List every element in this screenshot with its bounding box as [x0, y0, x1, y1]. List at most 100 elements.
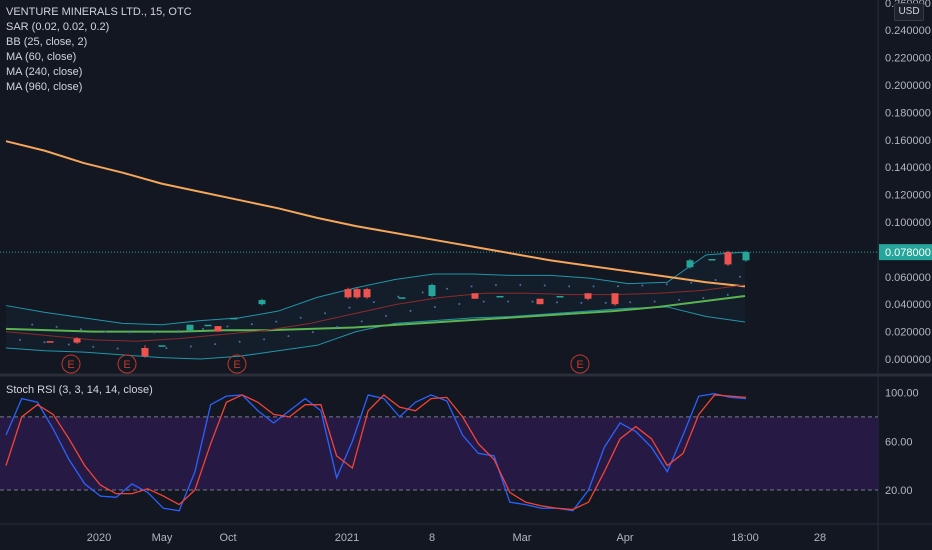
candle-body	[158, 345, 166, 347]
bollinger-band-fill	[6, 252, 745, 359]
rsi-tick-label: 20.00	[885, 485, 913, 497]
candle-body	[73, 338, 81, 343]
sar-dot	[55, 325, 58, 328]
ma-960-line	[5, 140, 746, 288]
sar-dot	[238, 340, 241, 343]
candle-body	[258, 300, 266, 305]
sar-dot	[372, 301, 375, 304]
sar-dot	[311, 331, 314, 334]
sar-dot	[482, 300, 485, 303]
price-tick-label: 0.120000	[885, 190, 931, 202]
sar-dot	[104, 330, 107, 333]
price-tick-label: 0.000000	[885, 354, 931, 366]
candle-body	[724, 252, 732, 265]
sar-dot	[43, 341, 46, 344]
candle-body	[186, 324, 194, 331]
time-tick-label: 28	[814, 532, 826, 544]
candle-body	[344, 289, 352, 298]
sar-dot	[80, 328, 83, 331]
sar-dot	[580, 301, 583, 304]
sar-dot	[263, 338, 266, 341]
sar-dot	[250, 323, 253, 326]
candle-body	[230, 317, 238, 320]
ma-240-line	[5, 294, 746, 333]
sar-dot	[19, 338, 21, 341]
time-tick-label: 2020	[87, 532, 111, 544]
sar-dot	[739, 275, 741, 278]
candle-body	[556, 295, 564, 298]
sar-dot	[214, 343, 217, 346]
sar-dot	[531, 300, 534, 303]
time-tick-label: May	[152, 532, 173, 544]
sar-dot	[287, 335, 290, 338]
sar-dot	[31, 323, 34, 326]
sar-dot	[629, 301, 632, 304]
price-tick-label: 0.140000	[885, 162, 931, 174]
stoch-d-line	[5, 394, 747, 511]
sar-dot	[92, 345, 95, 348]
candle-body	[428, 285, 436, 296]
earnings-marker	[117, 354, 137, 374]
candle-body	[46, 341, 54, 343]
candle-body	[536, 298, 544, 305]
symbol-title[interactable]: VENTURE MINERALS LTD., 15, OTC	[6, 6, 192, 18]
sar-dot	[543, 284, 546, 287]
sar-dot	[165, 347, 168, 350]
sar-dot	[177, 329, 180, 332]
time-tick-label: Mar	[513, 532, 532, 544]
earnings-marker	[61, 354, 81, 374]
sar-dot	[397, 295, 400, 298]
earnings-marker	[227, 354, 247, 374]
candle-body	[686, 260, 694, 268]
indicator-ma-240[interactable]: MA (240, close)	[6, 66, 83, 78]
sar-dot	[385, 314, 388, 317]
rsi-tick-label: 100.00	[885, 388, 919, 400]
last-price-badge	[879, 244, 932, 261]
sar-dot	[299, 316, 302, 319]
rsi-tick-label: 60.00	[885, 436, 913, 448]
sar-dot	[507, 300, 510, 303]
time-tick-label: Apr	[616, 532, 633, 544]
sar-dot	[702, 296, 705, 299]
sar-dot	[433, 305, 436, 308]
ma-60-line	[5, 284, 746, 342]
sar-dot	[690, 281, 693, 284]
sar-dot	[555, 301, 558, 304]
currency-button[interactable]: USD	[894, 3, 924, 21]
sar-dot	[665, 283, 668, 286]
sar-dot	[653, 300, 656, 303]
price-tick-label: 0.100000	[885, 217, 931, 229]
sar-dot	[494, 284, 497, 287]
sar-dot	[226, 325, 229, 328]
sar-dot	[189, 345, 192, 348]
sar-dot	[446, 287, 449, 290]
stoch-rsi-legend[interactable]: Stoch RSI (3, 3, 14, 14, close)	[6, 384, 153, 396]
indicator-ma-60[interactable]: MA (60, close)	[6, 51, 77, 63]
sar-dot	[421, 291, 424, 294]
rsi-band	[0, 416, 878, 490]
time-tick-label: Oct	[219, 532, 236, 544]
sar-dot	[568, 285, 571, 288]
candle-body	[471, 293, 479, 299]
sar-dot	[519, 284, 522, 287]
price-tick-label: 0.020000	[885, 327, 931, 339]
indicator-sar[interactable]: SAR (0.02, 0.02, 0.2)	[6, 21, 110, 33]
time-tick-label: 18:00	[731, 532, 759, 544]
sar-dot	[470, 285, 473, 288]
earnings-marker-label: E	[123, 359, 130, 371]
sar-dot	[616, 285, 619, 288]
sar-dot	[348, 306, 351, 309]
sar-dot	[324, 312, 327, 315]
indicator-ma-960[interactable]: MA (960, close)	[6, 81, 83, 93]
earnings-marker-label: E	[67, 359, 74, 371]
candle-body	[584, 293, 592, 299]
candle-body	[742, 252, 750, 261]
candle-body	[353, 289, 361, 298]
indicator-bb[interactable]: BB (25, close, 2)	[6, 36, 88, 48]
earnings-marker	[570, 354, 590, 374]
price-tick-label: 0.040000	[885, 299, 931, 311]
sar-dot	[128, 331, 131, 334]
sar-dot	[409, 309, 412, 312]
price-tick-label: 0.160000	[885, 135, 931, 147]
